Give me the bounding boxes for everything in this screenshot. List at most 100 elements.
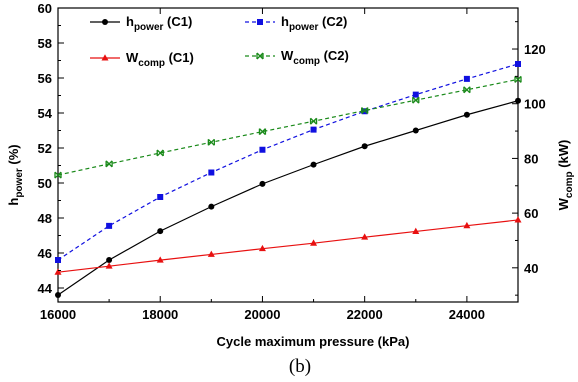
legend-label-sub: comp	[138, 58, 165, 69]
legend-label: Wcomp (C2)	[281, 48, 349, 67]
data-point	[310, 126, 317, 133]
data-point	[55, 292, 61, 298]
legend-label-sub: comp	[293, 56, 320, 67]
data-point	[106, 257, 113, 263]
data-point	[463, 86, 471, 94]
data-point	[208, 203, 215, 210]
data-point	[208, 169, 215, 176]
y-axis-right-title: Wcomp (kW)	[556, 140, 575, 211]
y-left-tick-label: 58	[38, 36, 52, 51]
data-point	[259, 180, 266, 187]
legend-item-4: Wcomp (C2)	[245, 48, 349, 67]
data-point	[102, 19, 108, 25]
data-point	[258, 128, 267, 136]
data-point	[310, 239, 318, 246]
data-point	[207, 138, 215, 146]
data-point	[514, 216, 522, 223]
plot-frame	[57, 7, 519, 303]
data-point	[207, 250, 215, 257]
series-4	[54, 75, 522, 179]
data-point	[55, 257, 61, 263]
x-tick-label: 18000	[142, 307, 178, 322]
legend-label: hpower (C2)	[281, 14, 347, 33]
data-point	[412, 96, 420, 104]
data-point	[463, 111, 470, 118]
y-right-tick-label: 100	[524, 97, 546, 112]
legend-label-main: W	[126, 50, 139, 65]
legend: hpower (C1) hpower (C2)Wcomp (C1) Wcomp (C…	[90, 14, 349, 69]
y-left-tick-label: 44	[38, 281, 53, 296]
x-tick-label: 20000	[244, 307, 280, 322]
legend-label-main: h	[281, 14, 289, 29]
y-axis-left-title: hpower (%)	[6, 144, 25, 205]
y-left-tick-label: 50	[38, 176, 52, 191]
series-line	[57, 78, 519, 176]
data-point	[361, 107, 369, 115]
y-left-tick-label: 54	[38, 106, 53, 121]
legend-label-main: h	[126, 14, 134, 29]
legend-item-2: hpower (C2)	[245, 14, 347, 33]
legend-label: hpower (C1)	[126, 14, 192, 33]
legend-label-suffix: (C1)	[163, 14, 192, 29]
series-line	[57, 63, 519, 261]
y-axis-right-title-unit: (kW)	[556, 140, 571, 172]
data-point	[157, 228, 164, 235]
data-point	[412, 91, 419, 98]
series-line	[57, 100, 519, 296]
y-axis-right-title-sub: comp	[564, 171, 575, 198]
y-axis-right-title-main: W	[556, 197, 571, 210]
data-point	[412, 127, 419, 134]
data-point	[361, 143, 368, 150]
data-point	[463, 75, 470, 82]
legend-item-3: Wcomp (C1)	[90, 50, 194, 69]
data-point	[256, 52, 264, 60]
data-point	[514, 75, 522, 83]
x-tick-label: 24000	[449, 307, 485, 322]
data-point	[156, 256, 164, 263]
data-point	[105, 262, 113, 269]
y-left-tick-label: 60	[38, 1, 52, 16]
y-left-tick-label: 52	[38, 141, 52, 156]
series-layer	[54, 61, 522, 298]
y-left-tick-label: 56	[38, 71, 52, 86]
data-point	[309, 117, 318, 125]
data-point	[515, 97, 521, 104]
x-tick-label: 22000	[347, 307, 383, 322]
data-point	[157, 194, 164, 200]
series-1	[55, 97, 521, 298]
ticks-layer: 16000 18000 20000 22000 24000 44 46 48 50 52 54 56 5…	[38, 1, 546, 322]
data-point	[515, 61, 521, 67]
series-2	[55, 61, 521, 263]
x-tick-label: 16000	[40, 307, 76, 322]
legend-label: Wcomp (C1)	[126, 50, 194, 69]
figure-caption: (b)	[289, 356, 311, 377]
data-point	[101, 54, 109, 61]
series-line	[57, 219, 519, 273]
y-right-tick-label: 40	[524, 261, 538, 276]
legend-label-suffix: (C2)	[320, 48, 349, 63]
plot-area	[57, 7, 519, 303]
legend-label-sub: power	[134, 22, 164, 33]
data-point	[54, 268, 62, 275]
data-point	[361, 233, 369, 240]
x-axis-title: Cycle maximum pressure (kPa)	[217, 334, 410, 349]
legend-item-1: hpower (C1)	[90, 14, 192, 33]
data-point	[156, 149, 164, 157]
data-point	[258, 244, 266, 252]
data-point	[257, 19, 263, 25]
legend-label-main: W	[281, 48, 294, 63]
y-axis-left-title-main: h	[6, 198, 21, 206]
y-right-tick-label: 80	[524, 151, 538, 166]
data-point	[54, 171, 62, 179]
legend-label-sub: power	[289, 22, 319, 33]
data-point	[105, 160, 113, 168]
data-point	[310, 161, 317, 168]
y-right-tick-label: 120	[524, 42, 546, 57]
data-point	[412, 227, 420, 234]
data-point	[106, 222, 113, 229]
data-point	[259, 146, 266, 153]
y-left-tick-label: 48	[38, 211, 52, 226]
y-right-tick-label: 60	[524, 206, 538, 221]
y-left-tick-label: 46	[38, 246, 52, 261]
